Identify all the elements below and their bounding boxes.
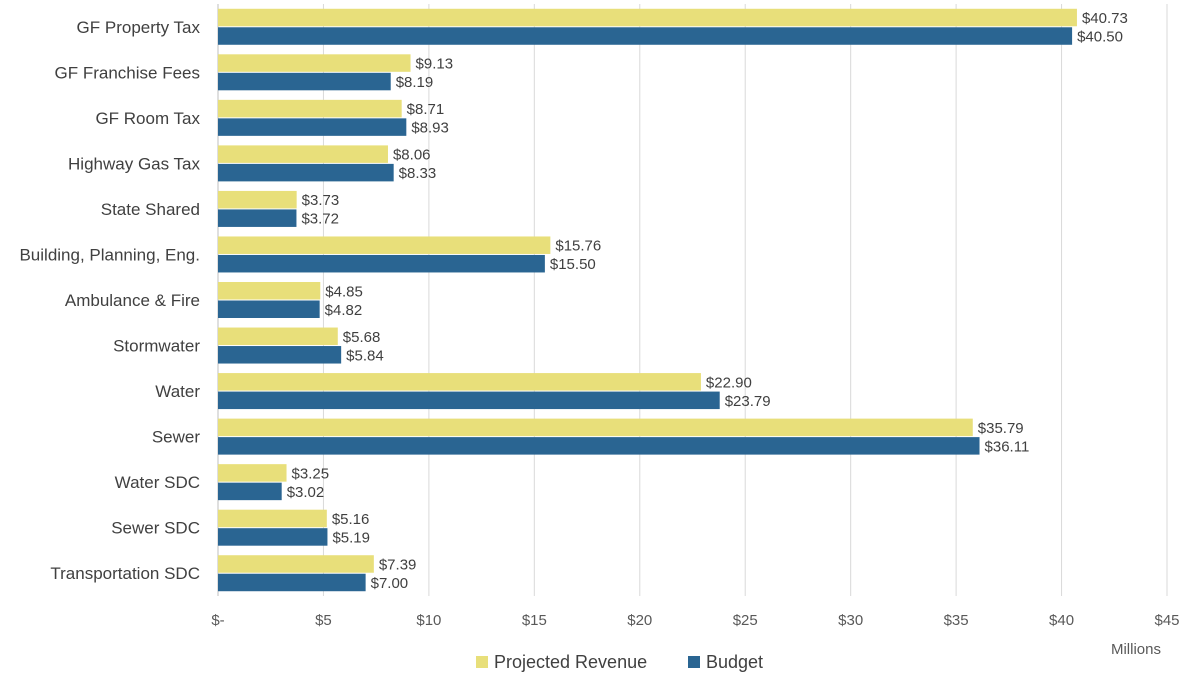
- x-tick-label: $25: [733, 612, 758, 629]
- bar-budget: [218, 209, 297, 227]
- data-label: $8.19: [396, 74, 434, 91]
- data-label: $15.50: [550, 256, 596, 273]
- bar-projected-revenue: [218, 555, 374, 573]
- x-tick-label: $5: [315, 612, 332, 629]
- data-label: $3.25: [292, 465, 330, 482]
- category-label: Building, Planning, Eng.: [19, 245, 200, 264]
- category-label: Sewer: [152, 428, 201, 447]
- data-label: $35.79: [978, 420, 1024, 437]
- bar-budget: [218, 482, 282, 501]
- x-tick-label: $15: [522, 612, 547, 629]
- data-label: $9.13: [416, 56, 454, 73]
- data-label: $5.16: [332, 511, 370, 528]
- data-label: $40.50: [1077, 29, 1123, 46]
- category-label: Water: [155, 382, 200, 401]
- data-label: $3.72: [301, 211, 339, 228]
- legend: Projected Revenue Budget: [476, 652, 763, 672]
- x-tick-label: $20: [627, 612, 652, 629]
- bar-budget: [218, 437, 980, 455]
- data-label: $8.71: [407, 101, 445, 118]
- data-label: $5.68: [343, 329, 381, 346]
- bar-budget: [218, 346, 342, 364]
- category-label: GF Room Tax: [95, 109, 200, 128]
- data-label: $40.73: [1082, 10, 1128, 27]
- legend-label: Budget: [706, 652, 763, 672]
- bar-budget: [218, 72, 391, 91]
- x-axis-ticks: $- $5 $10 $15 $20 $25 $30 $35 $40 $45: [211, 612, 1179, 629]
- data-label: $4.82: [325, 302, 363, 319]
- data-label: $23.79: [725, 393, 771, 410]
- category-label: Sewer SDC: [111, 519, 200, 538]
- x-tick-label: $45: [1154, 612, 1179, 629]
- bar-projected-revenue: [218, 54, 411, 72]
- bar-projected-revenue: [218, 8, 1077, 27]
- data-label: $4.85: [325, 283, 363, 300]
- bar-projected-revenue: [218, 236, 551, 254]
- bar-budget: [218, 118, 407, 136]
- category-label: Ambulance & Fire: [65, 291, 200, 310]
- category-label: GF Property Tax: [77, 18, 201, 37]
- data-label: $8.33: [399, 165, 437, 182]
- x-tick-label: $35: [944, 612, 969, 629]
- bar-projected-revenue: [218, 282, 321, 300]
- data-label: $8.06: [393, 147, 431, 164]
- data-label: $5.84: [346, 347, 384, 364]
- bar-projected-revenue: [218, 373, 701, 391]
- data-label: $7.00: [371, 575, 409, 592]
- bar-budget: [218, 300, 320, 318]
- bar-budget: [218, 391, 720, 410]
- data-label: $22.90: [706, 374, 752, 391]
- x-tick-label: $30: [838, 612, 863, 629]
- bars: [218, 8, 1077, 592]
- data-label: $7.39: [379, 556, 417, 573]
- data-label: $36.11: [985, 438, 1030, 455]
- legend-budget: Budget: [688, 652, 763, 672]
- bar-budget: [218, 163, 394, 182]
- data-label: $8.93: [411, 120, 449, 137]
- data-label: $5.19: [332, 529, 370, 546]
- x-axis-unit-label: Millions: [1111, 641, 1161, 658]
- category-labels: GF Property Tax GF Franchise Fees GF Room …: [19, 18, 200, 583]
- category-label: GF Franchise Fees: [55, 63, 201, 82]
- x-tick-label: $-: [211, 612, 224, 629]
- legend-swatch: [476, 656, 488, 668]
- bar-projected-revenue: [218, 327, 338, 346]
- bar-projected-revenue: [218, 509, 327, 528]
- legend-projected-revenue: Projected Revenue: [476, 652, 647, 672]
- legend-label: Projected Revenue: [494, 652, 647, 672]
- bar-projected-revenue: [218, 145, 388, 163]
- bar-projected-revenue: [218, 418, 973, 437]
- category-label: Stormwater: [113, 337, 200, 356]
- category-label: Transportation SDC: [50, 564, 200, 583]
- category-label: Water SDC: [115, 473, 200, 492]
- bar-projected-revenue: [218, 190, 297, 209]
- data-label: $3.02: [287, 484, 325, 501]
- bar-projected-revenue: [218, 99, 402, 118]
- bar-budget: [218, 254, 545, 273]
- category-label: Highway Gas Tax: [68, 154, 200, 173]
- category-label: State Shared: [101, 200, 200, 219]
- bar-budget: [218, 573, 366, 592]
- x-tick-label: $40: [1049, 612, 1074, 629]
- data-label: $3.73: [302, 192, 340, 209]
- data-label: $15.76: [555, 238, 601, 255]
- x-tick-label: $10: [416, 612, 441, 629]
- bar-budget: [218, 528, 328, 546]
- legend-swatch: [688, 656, 700, 668]
- bar-projected-revenue: [218, 464, 287, 482]
- data-labels: $40.73 $40.50 $9.13$8.19 $8.71 $8.93 $8.06$8.…: [287, 10, 1128, 592]
- bar-budget: [218, 27, 1073, 45]
